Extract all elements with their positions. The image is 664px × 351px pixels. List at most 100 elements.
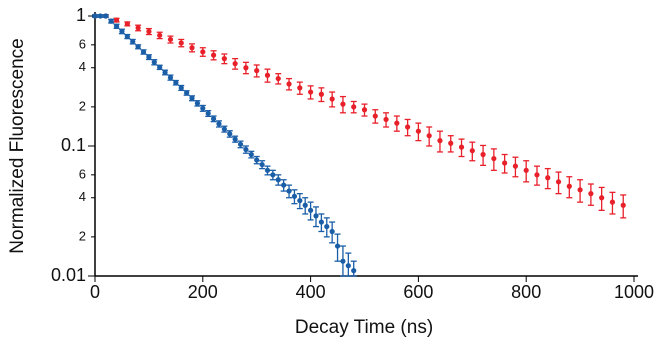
data-point: [281, 182, 287, 188]
data-point: [189, 95, 195, 101]
data-point: [566, 183, 572, 189]
data-point: [221, 56, 227, 62]
data-point: [275, 75, 281, 82]
data-point: [340, 101, 346, 107]
data-point: [588, 191, 594, 197]
data-point: [237, 141, 244, 147]
data-point: [340, 258, 346, 264]
data-point: [151, 59, 157, 65]
data-point: [254, 157, 260, 163]
data-point: [167, 36, 174, 43]
data-point: [609, 199, 616, 205]
data-point: [119, 28, 125, 35]
data-point: [146, 28, 152, 35]
data-point: [264, 167, 271, 173]
data-point: [599, 195, 605, 201]
data-point: [248, 151, 254, 158]
data-point: [329, 96, 335, 102]
y-tick-label: 2: [79, 228, 86, 243]
data-point: [194, 100, 201, 106]
data-point: [92, 13, 98, 19]
data-point: [405, 124, 411, 130]
data-point: [308, 207, 314, 213]
data-point: [480, 151, 486, 158]
data-point: [415, 128, 421, 134]
data-point: [205, 110, 211, 117]
x-tick-label: 800: [511, 282, 541, 302]
y-tick-label: 0.1: [61, 135, 86, 155]
data-point: [113, 23, 120, 29]
data-point: [173, 80, 179, 86]
data-point: [334, 243, 341, 249]
data-point: [491, 155, 497, 162]
data-point: [254, 68, 260, 74]
data-point: [302, 202, 308, 208]
x-tick-label: 1000: [614, 282, 654, 302]
data-point: [286, 188, 292, 194]
data-point: [448, 140, 454, 146]
data-point: [157, 64, 163, 70]
data-point: [437, 138, 443, 144]
data-point: [216, 121, 222, 127]
data-point: [286, 81, 292, 87]
data-point: [297, 85, 303, 91]
data-point: [318, 219, 324, 225]
data-point: [345, 263, 351, 269]
data-point: [275, 177, 281, 183]
data-point: [200, 105, 206, 111]
data-point: [329, 228, 335, 235]
y-axis-label: Normalized Fluorescence: [7, 38, 28, 253]
data-point: [324, 223, 330, 230]
y-tick-label: 4: [79, 59, 86, 74]
data-point: [270, 172, 276, 178]
data-point: [135, 25, 141, 31]
y-tick-label: 6: [79, 36, 86, 51]
x-tick-label: 0: [90, 282, 100, 302]
data-point: [184, 90, 190, 96]
x-tick-label: 400: [296, 282, 326, 302]
data-point: [243, 146, 249, 153]
data-point: [469, 148, 475, 154]
data-point: [555, 179, 562, 185]
data-point: [372, 113, 378, 119]
data-point: [124, 33, 130, 40]
data-point: [108, 18, 114, 24]
x-axis-label: Decay Time (ns): [295, 317, 433, 338]
data-point: [264, 72, 271, 78]
data-point: [200, 49, 206, 55]
data-point: [297, 198, 303, 204]
data-point: [97, 13, 103, 19]
data-point: [130, 39, 136, 45]
data-point: [103, 13, 109, 19]
data-point: [210, 52, 217, 58]
data-point: [394, 120, 400, 126]
data-point: [232, 61, 238, 67]
data-point: [140, 49, 147, 55]
data-point: [545, 175, 551, 181]
data-point: [351, 104, 357, 110]
data-point: [426, 133, 432, 139]
data-point: [178, 85, 184, 91]
data-point: [167, 74, 174, 81]
data-point: [361, 107, 368, 113]
data-point: [135, 44, 141, 50]
data-point: [259, 161, 265, 168]
data-point: [124, 21, 130, 27]
data-point: [620, 202, 626, 208]
data-point: [210, 116, 217, 122]
x-tick-label: 600: [403, 282, 433, 302]
data-point: [291, 193, 298, 199]
data-point: [523, 167, 529, 173]
y-tick-label: 0.01: [51, 265, 86, 285]
data-point: [243, 65, 249, 71]
x-tick-label: 200: [188, 282, 218, 302]
y-tick-label: 6: [79, 166, 86, 181]
data-point: [113, 17, 120, 23]
data-point: [221, 126, 227, 132]
data-point: [162, 69, 168, 76]
data-point: [577, 187, 583, 193]
data-point: [534, 172, 540, 178]
data-point: [189, 45, 195, 51]
y-tick-label: 4: [79, 189, 86, 204]
